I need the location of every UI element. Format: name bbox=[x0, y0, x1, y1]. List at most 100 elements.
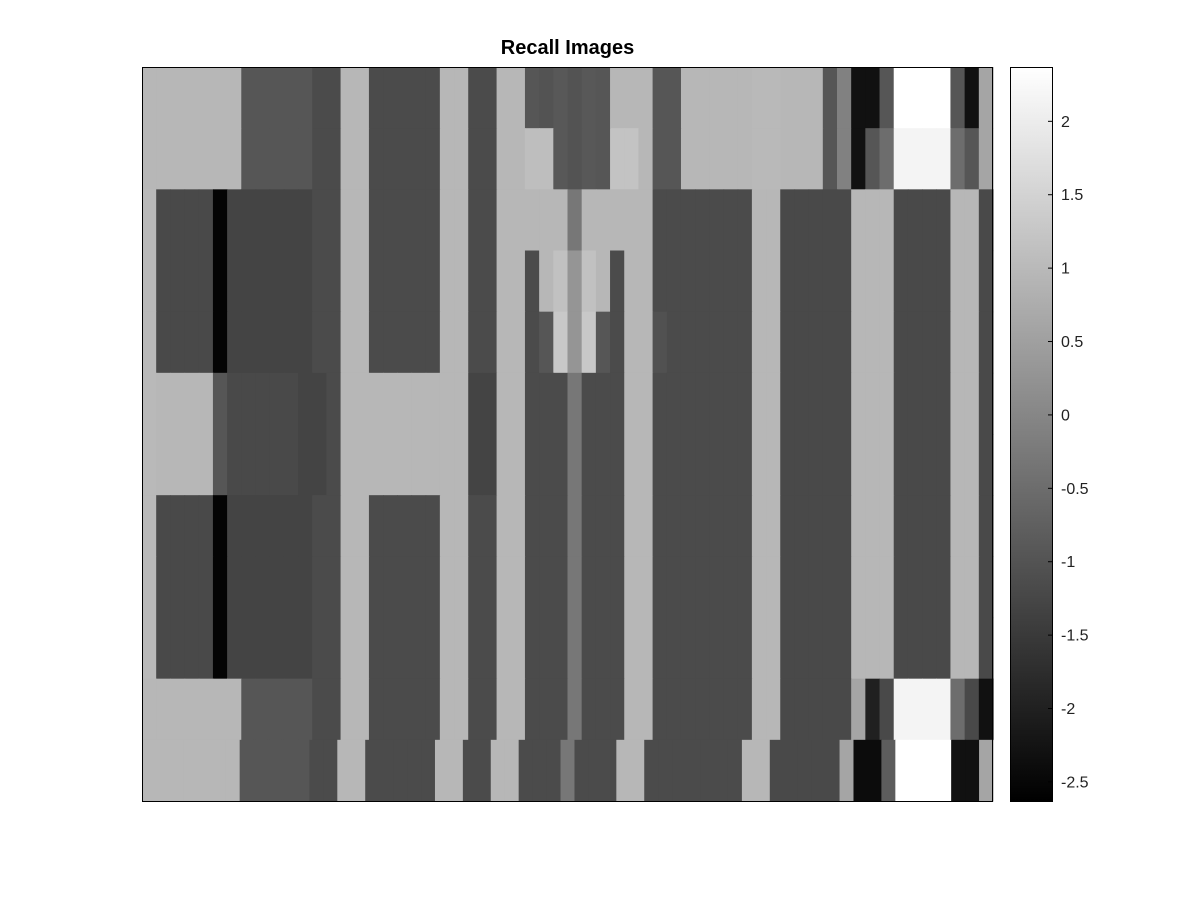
heatmap-cell bbox=[539, 678, 554, 741]
heatmap-cell bbox=[836, 189, 852, 252]
heatmap-cell bbox=[851, 434, 866, 496]
heatmap-cell bbox=[340, 678, 356, 741]
heatmap-cell bbox=[581, 189, 597, 252]
heatmap-cell bbox=[482, 128, 498, 190]
heatmap-cell bbox=[142, 739, 157, 802]
heatmap-cell bbox=[602, 739, 617, 802]
heatmap-cell bbox=[340, 128, 356, 190]
heatmap-cell bbox=[298, 556, 313, 619]
heatmap-cell bbox=[326, 617, 342, 680]
heatmap-cell bbox=[794, 189, 810, 252]
heatmap-cell bbox=[794, 372, 810, 435]
heatmap-cell bbox=[468, 372, 483, 435]
heatmap-cell bbox=[780, 556, 796, 619]
heatmap-cell bbox=[581, 250, 597, 313]
heatmap-cell bbox=[783, 739, 799, 802]
heatmap-cell bbox=[198, 128, 214, 190]
heatmap-cell bbox=[255, 128, 271, 190]
heatmap-cell bbox=[283, 189, 299, 252]
heatmap-cell bbox=[560, 739, 576, 802]
heatmap-cell bbox=[713, 739, 729, 802]
heatmap-cell bbox=[836, 250, 852, 313]
heatmap-cell bbox=[766, 556, 781, 619]
heatmap-cell bbox=[907, 617, 923, 680]
heatmap-cell bbox=[723, 128, 739, 190]
heatmap-cell bbox=[439, 250, 455, 313]
heatmap-cell bbox=[709, 617, 725, 680]
heatmap-cell bbox=[312, 617, 327, 680]
heatmap-cell bbox=[468, 434, 483, 496]
heatmap-cell bbox=[780, 311, 796, 374]
heatmap-cell bbox=[794, 556, 810, 619]
heatmap-cell bbox=[383, 128, 398, 190]
heatmap-cell bbox=[496, 495, 512, 557]
heatmap-cell bbox=[755, 739, 771, 802]
heatmap-cell bbox=[269, 67, 285, 129]
heatmap-cell bbox=[326, 434, 342, 496]
heatmap-cell bbox=[468, 67, 483, 129]
heatmap-cell bbox=[510, 556, 526, 619]
heatmap-cell bbox=[907, 678, 923, 741]
heatmap-cell bbox=[950, 556, 966, 619]
heatmap-cell bbox=[383, 617, 398, 680]
heatmap-cell bbox=[666, 128, 682, 190]
heatmap-cell bbox=[666, 617, 682, 680]
heatmap-cell bbox=[524, 250, 540, 313]
heatmap-cell bbox=[155, 739, 171, 802]
heatmap-cell bbox=[454, 311, 469, 374]
heatmap-cell bbox=[644, 739, 659, 802]
heatmap-cell bbox=[383, 678, 398, 741]
heatmap-cell bbox=[595, 372, 611, 435]
heatmap-cell bbox=[624, 189, 640, 252]
heatmap-cell bbox=[950, 617, 966, 680]
heatmap-cell bbox=[978, 67, 994, 129]
heatmap-cell bbox=[553, 128, 569, 190]
heatmap-cell bbox=[865, 617, 881, 680]
heatmap-cell bbox=[588, 739, 603, 802]
heatmap-cell bbox=[893, 128, 909, 190]
heatmap-cell bbox=[851, 556, 866, 619]
heatmap-cell bbox=[879, 617, 895, 680]
heatmap-cell bbox=[269, 556, 285, 619]
heatmap-cell bbox=[907, 128, 923, 190]
heatmap-cell bbox=[851, 67, 866, 129]
heatmap-cell bbox=[865, 311, 881, 374]
heatmap-cell bbox=[780, 189, 796, 252]
heatmap-cell bbox=[298, 67, 313, 129]
heatmap-cell bbox=[909, 739, 924, 802]
heatmap-cell bbox=[695, 495, 710, 557]
heatmap-cell bbox=[624, 311, 640, 374]
heatmap-cell bbox=[737, 372, 753, 435]
heatmap-cell bbox=[978, 617, 994, 680]
heatmap-cell bbox=[510, 434, 526, 496]
heatmap-cell bbox=[142, 67, 157, 129]
heatmap-cell bbox=[709, 678, 725, 741]
heatmap-cell bbox=[553, 556, 569, 619]
heatmap-cell bbox=[978, 128, 994, 190]
heatmap-cell bbox=[709, 128, 725, 190]
heatmap-cell bbox=[751, 372, 767, 435]
heatmap-cell bbox=[198, 556, 214, 619]
colorbar-tick-label: -1.5 bbox=[1061, 628, 1089, 645]
heatmap-cell bbox=[524, 678, 540, 741]
heatmap-cell bbox=[581, 311, 597, 374]
heatmap-cell bbox=[737, 678, 753, 741]
heatmap-cell bbox=[766, 250, 781, 313]
heatmap-cell bbox=[652, 678, 668, 741]
heatmap-cell bbox=[539, 311, 554, 374]
colorbar-tick-label: -2.5 bbox=[1061, 774, 1089, 791]
heatmap-cell bbox=[383, 67, 398, 129]
heatmap-cell bbox=[368, 495, 384, 557]
heatmap-cell bbox=[822, 434, 838, 496]
heatmap-cell bbox=[425, 434, 441, 496]
heatmap-cell bbox=[907, 556, 923, 619]
heatmap-cell bbox=[407, 739, 422, 802]
heatmap-cell bbox=[510, 128, 526, 190]
heatmap-cell bbox=[964, 617, 980, 680]
heatmap-cell bbox=[281, 739, 297, 802]
heatmap-cell bbox=[197, 739, 213, 802]
heatmap-cell bbox=[638, 67, 654, 129]
heatmap-cell bbox=[468, 189, 483, 252]
heatmap-cell bbox=[610, 434, 625, 496]
heatmap-cell bbox=[212, 495, 228, 557]
